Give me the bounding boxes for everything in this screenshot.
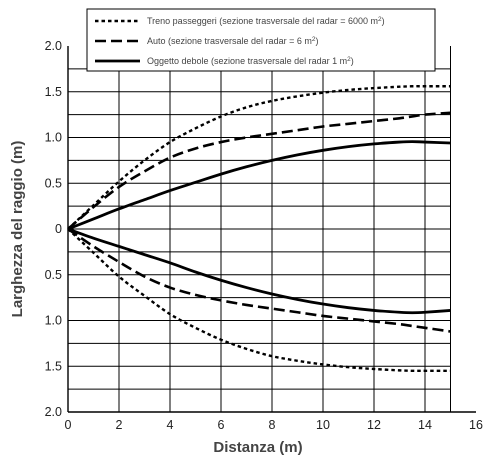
x-tick-label-6: 6 [218, 418, 225, 432]
series-line-oggetto-debole-lower [67, 227, 451, 315]
series-line-treno-passeggeri-lower [67, 228, 451, 373]
legend-box [86, 8, 436, 72]
x-tick-label-2: 2 [116, 418, 123, 432]
legend-label-car: Auto (sezione trasversale del radar = 6 … [147, 36, 318, 46]
y-axis-label: Larghezza del raggio (m) [9, 141, 26, 318]
x-tick-label-10: 10 [316, 418, 330, 432]
legend-label-train: Treno passeggeri (sezione trasversale de… [147, 16, 385, 26]
legend-item-train: Treno passeggeri (sezione trasversale de… [95, 16, 385, 26]
series-line-treno-passeggeri-upper [67, 85, 451, 230]
series-line-auto-lower [67, 227, 451, 333]
x-tick-label-0: 0 [65, 418, 72, 432]
y-tick-label-7: 1.5 [45, 359, 62, 373]
legend: Treno passeggeri (sezione trasversale de… [86, 8, 436, 72]
tick-labels: 0 2 4 6 8 10 12 14 16 2.0 1.5 1.0 0.5 0 0.5 1.0 1.5 2.0 [45, 39, 483, 432]
x-tick-label-16: 16 [469, 418, 483, 432]
series-line-auto-upper [67, 111, 451, 230]
y-tick-label-8: 2.0 [45, 405, 62, 419]
y-tick-label-5: 0.5 [45, 268, 62, 282]
x-tick-label-8: 8 [269, 418, 276, 432]
y-tick-label-1: 1.5 [45, 85, 62, 99]
x-tick-label-14: 14 [418, 418, 432, 432]
grid [67, 46, 476, 413]
series-lines [67, 85, 451, 373]
x-axis-label: Distanza (m) [213, 439, 302, 456]
x-tick-label-4: 4 [167, 418, 174, 432]
y-tick-label-0: 2.0 [45, 39, 62, 53]
y-tick-label-3: 0.5 [45, 176, 62, 190]
x-tick-label-12: 12 [367, 418, 381, 432]
y-tick-label-4: 0 [55, 222, 62, 236]
legend-item-car: Auto (sezione trasversale del radar = 6 … [95, 36, 318, 46]
y-tick-label-2: 1.0 [45, 131, 62, 145]
legend-label-weak-object: Oggetto debole (sezione trasversale del … [147, 56, 354, 66]
series-line-oggetto-debole-upper [67, 140, 451, 231]
legend-item-weak-object: Oggetto debole (sezione trasversale del … [95, 56, 354, 66]
y-tick-label-6: 1.0 [45, 314, 62, 328]
